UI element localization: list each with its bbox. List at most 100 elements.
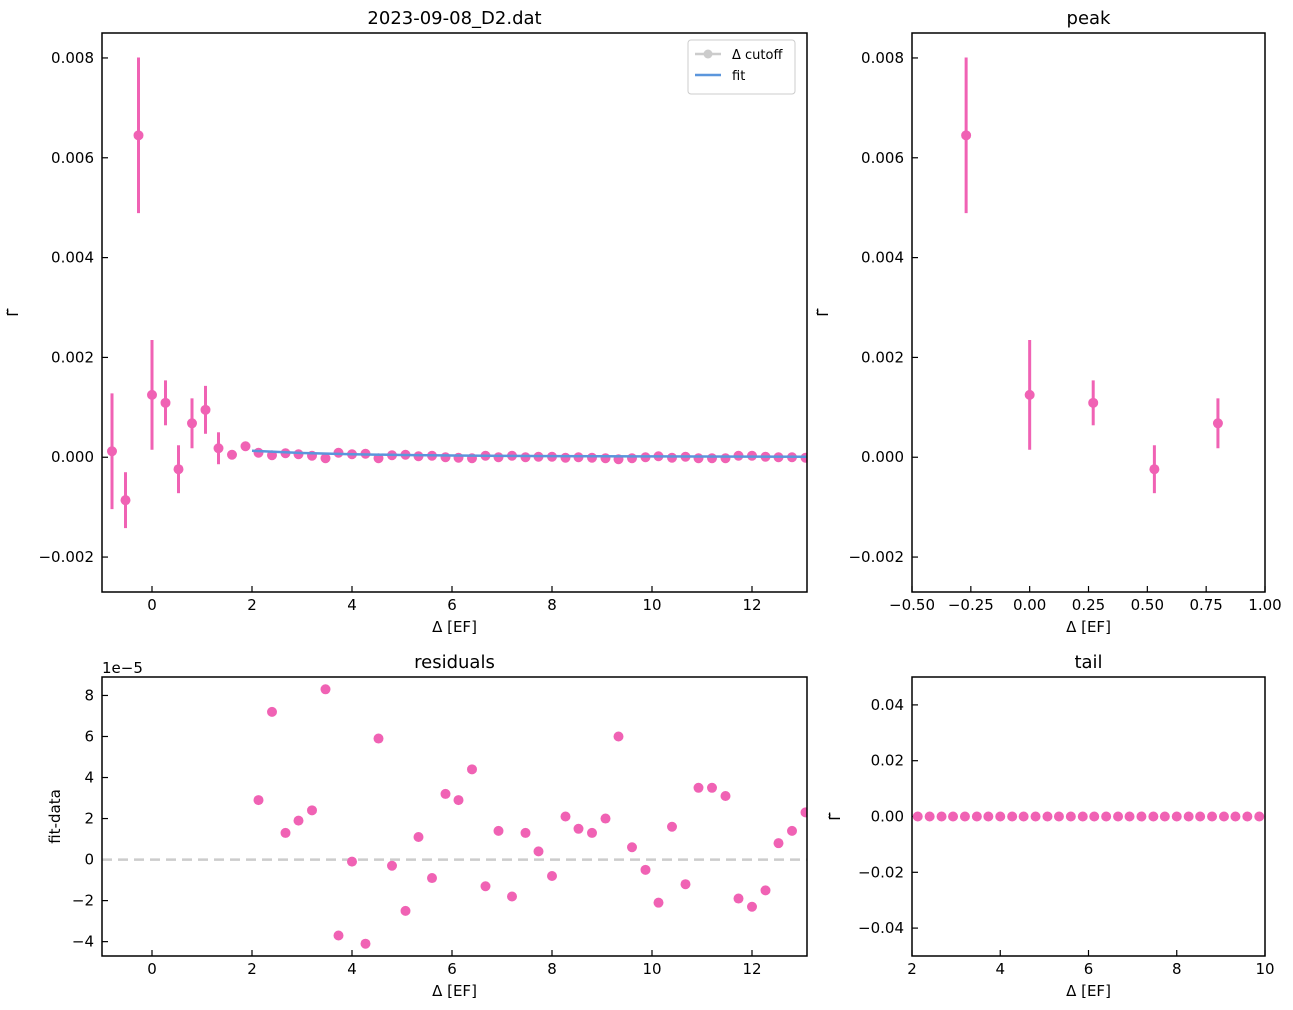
residuals-ytick-label: 6 xyxy=(84,727,94,745)
tail-xlabel: Δ [EF] xyxy=(1066,982,1111,1000)
main-data-point xyxy=(253,447,264,458)
residuals-data-point xyxy=(280,827,291,838)
main-data-point xyxy=(147,389,157,400)
tail-data-point xyxy=(1148,811,1159,822)
residuals-data-point xyxy=(267,706,277,717)
peak-axes-frame xyxy=(911,32,1266,593)
main-xtick-label: 12 xyxy=(742,596,761,614)
tail-data-point xyxy=(1018,811,1029,822)
main-data-point xyxy=(107,446,117,457)
residuals-data-point xyxy=(307,805,317,816)
peak-data-point xyxy=(1212,418,1223,429)
residuals-data-point xyxy=(533,846,544,857)
main-data-point xyxy=(720,453,731,464)
residuals-ytick-label: −2 xyxy=(72,892,94,910)
tail-data-point xyxy=(959,811,970,822)
residuals-data-point xyxy=(680,879,691,890)
main-fit-line xyxy=(251,449,807,458)
tail-data-point xyxy=(971,811,982,822)
main-xtick-label: 10 xyxy=(642,596,661,614)
legend-label: Δ cutoff xyxy=(732,48,783,63)
residuals-xlabel: Δ [EF] xyxy=(432,982,477,1000)
residuals-xtick-label: 10 xyxy=(642,960,661,978)
peak-ytick-label: 0.006 xyxy=(861,149,904,167)
tail-xtick-label: 8 xyxy=(1172,960,1182,978)
residuals-data-point xyxy=(667,821,677,832)
tail-data-point xyxy=(1113,811,1124,822)
residuals-data-point xyxy=(413,832,424,843)
residuals-panel: residuals Δ [EF] fit-data 1e−5 0 2 4 6 8 10 12 −4 −2… xyxy=(46,652,808,1000)
peak-ytick-label: 0.008 xyxy=(861,49,904,67)
main-data-point xyxy=(187,418,197,429)
tail-data-point xyxy=(1207,811,1218,822)
main-ylabel: Γ̃ xyxy=(4,308,22,317)
residuals-data-point xyxy=(747,901,757,912)
tail-data-point xyxy=(1053,811,1064,822)
peak-xtick-label: 0.75 xyxy=(1189,596,1222,614)
main-data-point xyxy=(213,443,224,454)
main-data-point xyxy=(173,464,184,475)
tail-data-point xyxy=(1171,811,1182,822)
tail-data-point xyxy=(912,811,923,822)
tail-xtick-label: 4 xyxy=(995,960,1005,978)
residuals-data-point xyxy=(400,905,411,916)
main-data-point xyxy=(320,453,331,464)
residuals-data-point xyxy=(693,782,704,793)
residuals-data-point xyxy=(440,788,451,799)
main-data-point xyxy=(160,397,171,408)
residuals-data-point xyxy=(507,891,517,902)
main-xtick-label: 2 xyxy=(247,596,257,614)
residuals-data-point xyxy=(600,813,611,824)
tail-data-point xyxy=(983,811,994,822)
residuals-ytick-label: 2 xyxy=(84,810,94,828)
legend-marker xyxy=(703,49,713,59)
residuals-data-point xyxy=(707,782,717,793)
tail-data-point xyxy=(1101,811,1112,822)
main-panel: 2023-09-08_D2.dat Δ [EF] Γ̃ 0 2 4 6 8 10 12 −0.002… xyxy=(4,8,808,636)
residuals-xtick-label: 8 xyxy=(547,960,557,978)
tail-ytick-label: 0.00 xyxy=(871,808,904,826)
residuals-data-point xyxy=(653,897,664,908)
peak-xtick-label: 0.00 xyxy=(1013,596,1046,614)
main-data-point xyxy=(560,452,571,463)
main-data-point xyxy=(453,452,464,463)
residuals-xtick-label: 0 xyxy=(147,960,157,978)
residuals-data-point xyxy=(787,825,797,836)
tail-data-point xyxy=(1230,811,1241,822)
peak-xtick-label: 1.00 xyxy=(1248,596,1281,614)
main-xlabel: Δ [EF] xyxy=(432,618,477,636)
tail-data-point xyxy=(1124,811,1135,822)
main-axes-frame xyxy=(101,32,808,593)
main-data-point xyxy=(440,452,451,463)
main-plot-area xyxy=(107,57,807,529)
residuals-title: residuals xyxy=(414,652,495,673)
residuals-ytick-label: 4 xyxy=(84,769,94,787)
main-legend: Δ cutoff fit xyxy=(687,39,796,95)
main-xtick-label: 4 xyxy=(347,596,357,614)
main-data-point xyxy=(133,130,144,141)
residuals-data-point xyxy=(800,807,807,818)
tail-data-point xyxy=(1030,811,1041,822)
residuals-data-point xyxy=(333,930,344,941)
residuals-data-point xyxy=(560,811,571,822)
peak-panel: peak Δ [EF] Γ̃ −0.50 −0.25 0.00 0.25 0.50 0.75 1.… xyxy=(814,8,1282,636)
tail-data-point xyxy=(995,811,1006,822)
residuals-data-point xyxy=(347,856,357,867)
tail-data-point xyxy=(1159,811,1170,822)
residuals-xtick-label: 2 xyxy=(247,960,257,978)
main-data-point xyxy=(240,441,251,452)
tail-data-point xyxy=(1065,811,1076,822)
residuals-ylabel: fit-data xyxy=(46,789,64,844)
main-ytick-label: 0.000 xyxy=(51,448,94,466)
residuals-data-point xyxy=(773,838,784,849)
residuals-data-point xyxy=(547,870,557,881)
peak-ytick-label: −0.002 xyxy=(848,548,904,566)
residuals-data-point xyxy=(453,795,464,806)
peak-xtick-label: 0.25 xyxy=(1072,596,1105,614)
peak-data-point xyxy=(1088,397,1099,408)
tail-data-point xyxy=(1007,811,1018,822)
tail-data-point xyxy=(1136,811,1147,822)
tail-data-point xyxy=(1242,811,1253,822)
main-xtick-label: 6 xyxy=(447,596,457,614)
tail-ytick-label: −0.02 xyxy=(858,863,904,881)
